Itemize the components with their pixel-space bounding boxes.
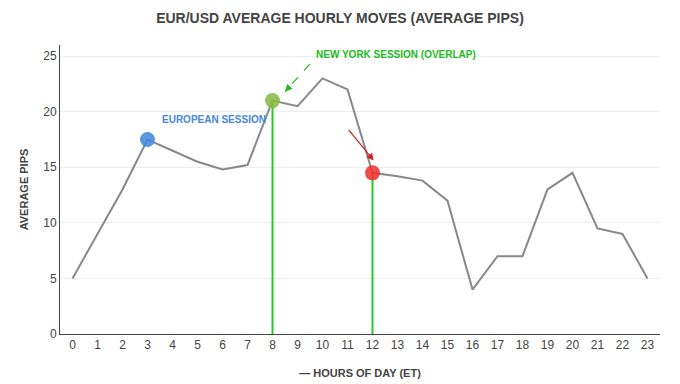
svg-text:6: 6	[219, 338, 226, 352]
svg-text:AVERAGE PIPS: AVERAGE PIPS	[18, 149, 30, 231]
svg-text:20: 20	[566, 338, 580, 352]
svg-text:21: 21	[591, 338, 605, 352]
svg-text:15: 15	[441, 338, 455, 352]
svg-text:25: 25	[43, 49, 57, 63]
svg-text:4: 4	[169, 338, 176, 352]
svg-text:22: 22	[616, 338, 630, 352]
svg-text:1: 1	[94, 338, 101, 352]
svg-text:EUROPEAN SESSION: EUROPEAN SESSION	[162, 114, 266, 125]
svg-text:14: 14	[416, 338, 430, 352]
svg-text:12: 12	[366, 338, 380, 352]
svg-text:0: 0	[50, 327, 57, 341]
svg-text:5: 5	[50, 272, 57, 286]
svg-text:16: 16	[466, 338, 480, 352]
svg-text:17: 17	[491, 338, 505, 352]
svg-text:23: 23	[641, 338, 655, 352]
svg-text:13: 13	[391, 338, 405, 352]
svg-text:19: 19	[541, 338, 555, 352]
svg-text:NEW YORK SESSION (OVERLAP): NEW YORK SESSION (OVERLAP)	[316, 49, 476, 60]
svg-text:3: 3	[144, 338, 151, 352]
svg-text:9: 9	[294, 338, 301, 352]
svg-text:EUR/USD AVERAGE HOURLY MOVES (: EUR/USD AVERAGE HOURLY MOVES (AVERAGE PI…	[156, 10, 524, 26]
svg-text:7: 7	[244, 338, 251, 352]
svg-text:18: 18	[516, 338, 530, 352]
svg-text:5: 5	[194, 338, 201, 352]
svg-text:20: 20	[43, 105, 57, 119]
svg-text:— HOURS OF DAY (ET): — HOURS OF DAY (ET)	[299, 367, 421, 379]
svg-text:11: 11	[341, 338, 354, 352]
svg-text:10: 10	[316, 338, 330, 352]
svg-text:15: 15	[43, 160, 57, 174]
svg-text:10: 10	[43, 216, 57, 230]
svg-text:0: 0	[69, 338, 76, 352]
svg-text:8: 8	[269, 338, 276, 352]
svg-text:2: 2	[119, 338, 126, 352]
